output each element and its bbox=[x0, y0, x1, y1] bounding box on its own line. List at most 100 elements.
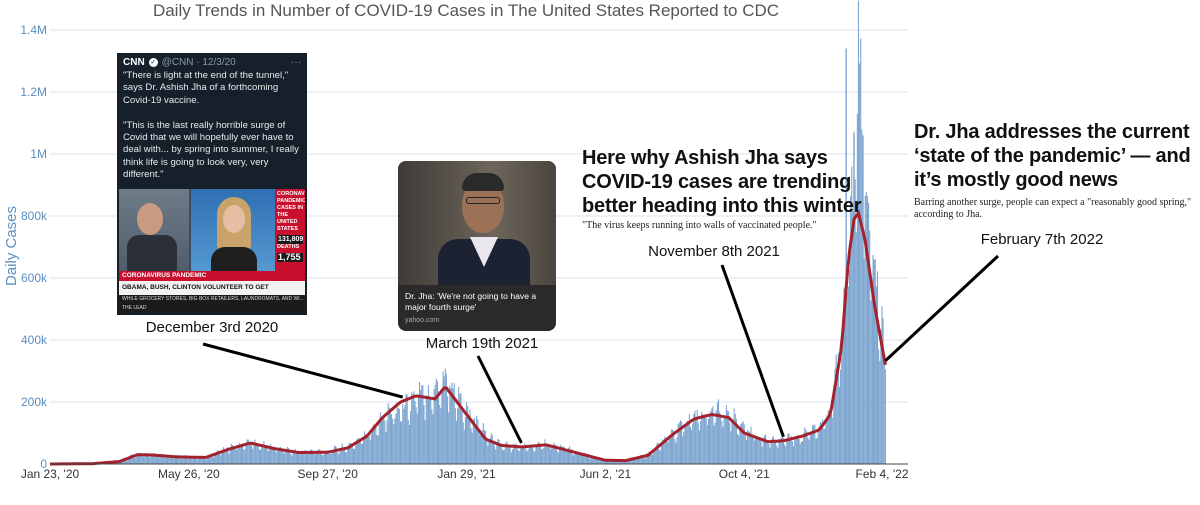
case-bar bbox=[417, 395, 419, 464]
case-bar bbox=[230, 443, 232, 464]
case-bar bbox=[725, 405, 727, 464]
case-bar bbox=[882, 318, 884, 464]
case-bar bbox=[299, 454, 301, 464]
case-bar bbox=[303, 450, 305, 464]
case-bar bbox=[630, 457, 632, 464]
case-bar bbox=[766, 440, 768, 464]
case-bar bbox=[142, 456, 144, 464]
case-bar bbox=[660, 443, 662, 464]
case-bar bbox=[547, 446, 549, 464]
case-bar bbox=[538, 442, 540, 464]
case-bar bbox=[524, 443, 526, 464]
case-bar bbox=[473, 418, 475, 464]
case-bar bbox=[870, 300, 872, 464]
case-bar bbox=[405, 393, 407, 464]
case-bar bbox=[207, 456, 209, 464]
yahoo-source: yahoo.com bbox=[405, 317, 440, 324]
case-bar bbox=[555, 444, 557, 464]
case-bar bbox=[494, 445, 496, 464]
case-bar bbox=[599, 458, 601, 464]
case-bar bbox=[769, 447, 771, 464]
case-bar bbox=[298, 453, 300, 464]
case-bar bbox=[585, 454, 587, 464]
case-bar bbox=[742, 421, 744, 464]
annotation-arrows bbox=[202, 254, 1000, 444]
case-bar bbox=[421, 385, 423, 464]
case-bar bbox=[597, 459, 599, 464]
case-bar bbox=[805, 429, 807, 464]
case-bar bbox=[739, 428, 741, 464]
case-bar bbox=[319, 449, 321, 464]
case-bar bbox=[281, 450, 283, 464]
case-bar bbox=[681, 421, 683, 464]
case-bar bbox=[543, 447, 545, 464]
case-bar bbox=[777, 447, 779, 464]
cases-sidebar: CORONAVIRUS PANDEMIC CASES IN THE UNITED… bbox=[275, 189, 305, 283]
case-bar bbox=[271, 447, 273, 464]
y-tick-label: 1.4M bbox=[20, 23, 47, 37]
case-bar bbox=[637, 458, 639, 464]
case-bar bbox=[722, 427, 724, 464]
case-bar bbox=[845, 48, 847, 464]
case-bar bbox=[301, 450, 303, 464]
case-bar bbox=[159, 454, 161, 464]
case-bar bbox=[340, 447, 342, 464]
case-bar bbox=[443, 376, 445, 464]
case-bar bbox=[312, 451, 314, 464]
case-bar bbox=[693, 413, 695, 464]
case-bar bbox=[665, 438, 667, 464]
case-bar bbox=[397, 408, 399, 464]
case-bar bbox=[820, 422, 823, 464]
case-bar bbox=[580, 455, 582, 464]
case-bar bbox=[227, 450, 229, 464]
sidebar-cases: 131,809 bbox=[277, 235, 304, 244]
more-menu-icon[interactable]: ··· bbox=[291, 57, 301, 68]
case-bar bbox=[674, 439, 676, 464]
case-bar bbox=[756, 436, 758, 464]
case-bar bbox=[259, 449, 262, 464]
case-bar bbox=[859, 63, 861, 464]
case-bar bbox=[644, 458, 646, 464]
case-bar bbox=[336, 447, 338, 464]
case-bar bbox=[291, 455, 293, 464]
case-bar bbox=[126, 459, 128, 464]
case-bar bbox=[393, 424, 395, 464]
case-bar bbox=[504, 449, 506, 464]
case-bar bbox=[489, 438, 491, 464]
case-bar bbox=[640, 454, 642, 464]
case-bar bbox=[572, 455, 574, 464]
annotation-date-labels: December 3rd 2020 March 19th 2021 November… bbox=[146, 231, 1104, 352]
case-bar bbox=[705, 418, 707, 464]
case-bar bbox=[247, 439, 249, 464]
case-bar bbox=[239, 445, 241, 464]
case-bar bbox=[641, 456, 643, 464]
case-bar bbox=[442, 371, 444, 464]
case-bar bbox=[544, 439, 546, 464]
case-bar bbox=[752, 437, 754, 464]
case-bar bbox=[141, 455, 143, 464]
case-bar bbox=[621, 460, 623, 464]
case-bar bbox=[552, 446, 554, 464]
case-bar bbox=[659, 450, 661, 464]
case-bar bbox=[423, 404, 425, 464]
case-bar bbox=[370, 434, 372, 464]
case-bar bbox=[715, 410, 717, 464]
case-bar bbox=[736, 434, 739, 464]
case-bar bbox=[432, 414, 434, 464]
cnn-tweet-card[interactable]: CNN ✓ @CNN · 12/3/20 ··· "There is light… bbox=[117, 53, 307, 315]
case-bar bbox=[361, 444, 363, 464]
case-bar bbox=[824, 428, 826, 464]
case-bar bbox=[511, 449, 514, 464]
case-bar bbox=[470, 428, 472, 464]
case-bar bbox=[762, 437, 764, 464]
yahoo-video-card[interactable]: Dr. Jha: 'We're not going to have a majo… bbox=[398, 161, 556, 331]
case-bar bbox=[426, 398, 428, 464]
case-bar bbox=[175, 454, 178, 464]
case-bar bbox=[861, 129, 863, 464]
case-bar bbox=[277, 449, 279, 464]
case-bar bbox=[224, 450, 226, 464]
case-bar bbox=[481, 430, 483, 464]
case-bar bbox=[387, 403, 389, 464]
case-bar bbox=[454, 408, 456, 464]
case-bar bbox=[682, 436, 684, 464]
